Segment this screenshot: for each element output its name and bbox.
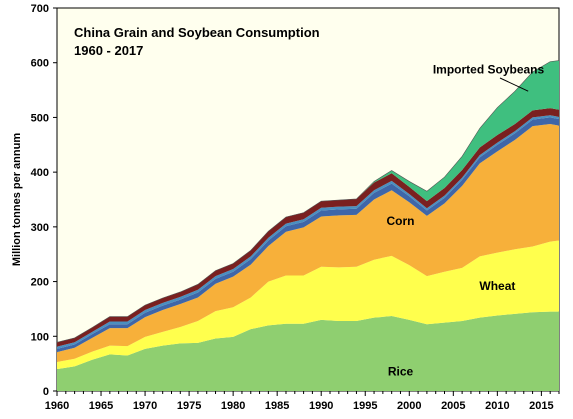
x-axis-ticks: 1960 1965 1970 1975 1980 1985 1990 1995 2000 2005… xyxy=(45,391,560,412)
y-tick-label: 500 xyxy=(31,112,49,124)
x-tick-label: 2010 xyxy=(485,400,509,412)
y-axis-title: Million tonnes per annum xyxy=(11,133,23,266)
x-tick-label: 2000 xyxy=(397,400,421,412)
chart-subtitle: 1960 - 2017 xyxy=(74,43,143,58)
x-tick-label: 1960 xyxy=(45,400,69,412)
area-other-grains xyxy=(57,117,559,353)
series-label-imported-soybeans: Imported Soybeans xyxy=(433,63,545,77)
series-label-wheat: Wheat xyxy=(479,279,515,293)
area-wheat xyxy=(57,240,559,370)
x-tick-label: 1975 xyxy=(177,400,201,412)
y-tick-label: 0 xyxy=(43,386,49,398)
series-label-corn: Corn xyxy=(387,214,415,228)
chart-title: China Grain and Soybean Consumption xyxy=(74,25,320,40)
y-tick-label: 300 xyxy=(31,222,49,234)
y-axis-ticks: 0 100 200 300 400 500 600 700 xyxy=(31,3,57,398)
y-tick-label: 100 xyxy=(31,331,49,343)
area-layer xyxy=(56,60,560,391)
series-label-layer: Rice Wheat Corn Imported Soybeans xyxy=(387,63,545,379)
y-tick-label: 400 xyxy=(31,167,49,179)
x-tick-label: 1990 xyxy=(309,400,333,412)
total-outline xyxy=(56,60,560,343)
y-tick-label: 600 xyxy=(31,58,49,70)
area-domestic-soybeans xyxy=(57,108,559,347)
x-tick-label: 1995 xyxy=(353,400,377,412)
x-tick-label: 1980 xyxy=(221,400,245,412)
y-tick-label: 700 xyxy=(31,3,49,15)
x-tick-label: 1965 xyxy=(89,400,113,412)
series-label-rice: Rice xyxy=(388,365,414,379)
area-sorghum xyxy=(57,115,559,349)
area-corn xyxy=(57,123,559,363)
y-tick-label: 200 xyxy=(31,277,49,289)
x-tick-label: 2015 xyxy=(529,400,553,412)
x-tick-label: 1970 xyxy=(133,400,157,412)
imported-soybeans-leader xyxy=(499,77,529,92)
x-tick-label: 2005 xyxy=(441,400,465,412)
area-rice xyxy=(57,311,559,391)
x-tick-label: 1985 xyxy=(265,400,289,412)
